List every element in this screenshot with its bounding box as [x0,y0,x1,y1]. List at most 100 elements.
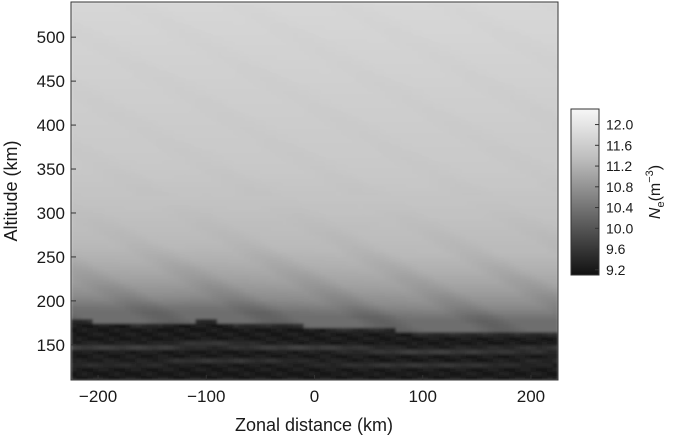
heatmap-cell [162,283,169,289]
heatmap-cell [152,230,159,236]
heatmap-cell [98,234,105,240]
heatmap-cell [168,340,175,346]
heatmap-cell [503,208,510,214]
heatmap-cell [417,191,424,196]
heatmap-cell [466,256,473,262]
heatmap-cell [141,182,148,188]
heatmap-cell [103,243,110,249]
heatmap-cell [152,133,159,139]
heatmap-cell [179,138,186,144]
heatmap-cell [103,217,110,223]
heatmap-cell [173,234,180,240]
heatmap-cell [368,366,375,372]
heatmap-cell [319,375,326,380]
heatmap-cell [233,142,240,148]
heatmap-cell [319,169,326,175]
heatmap-cell [233,292,240,298]
heatmap-cell [471,208,478,214]
heatmap-cell [238,261,245,267]
heatmap-cell [76,151,83,157]
heatmap-cell [146,331,153,337]
heatmap-cell [254,138,261,144]
heatmap-cell [438,164,445,170]
heatmap-cell [276,160,283,166]
heatmap-cell [541,177,548,183]
heatmap-cell [547,265,554,271]
heatmap-cell [417,164,424,170]
heatmap-cell [374,151,381,157]
heatmap-cell [292,230,299,236]
heatmap-cell [493,292,500,298]
heatmap-cell [352,151,359,157]
heatmap-cell [298,314,305,320]
heatmap-cell [233,195,240,201]
heatmap-cell [552,309,558,315]
heatmap-cell [130,212,137,218]
heatmap-cell [482,296,489,302]
heatmap-cell [114,353,121,359]
heatmap-cell [503,155,510,161]
heatmap-cell [487,331,494,337]
heatmap-cell [547,353,554,359]
heatmap-cell [401,142,408,148]
heatmap-cell [460,278,467,284]
heatmap-cell [330,142,337,148]
heatmap-cell [536,195,543,201]
heatmap-cell [217,151,224,157]
heatmap-cell [238,322,245,328]
heatmap-cell [314,239,321,245]
heatmap-cell [509,160,516,166]
heatmap-cell [379,186,386,192]
heatmap-cell [141,287,148,293]
heatmap-cell [520,164,527,170]
heatmap-cell [325,208,332,214]
heatmap-cell [374,270,381,276]
heatmap-cell [271,199,278,205]
heatmap-cell [222,208,229,214]
heatmap-cell [233,151,240,157]
heatmap-cell [233,318,240,324]
heatmap-cell [547,366,554,372]
heatmap-cell [282,349,289,355]
heatmap-cell [162,349,169,355]
heatmap-cell [476,358,483,364]
heatmap-cell [173,362,180,368]
heatmap-cell [309,204,316,210]
heatmap-cell [287,133,294,139]
heatmap-cell [487,318,494,324]
heatmap-cell [352,375,359,380]
heatmap-cell [200,358,207,364]
heatmap-cell [417,265,424,271]
heatmap-cell [119,186,126,192]
heatmap-cell [146,349,153,355]
heatmap-cell [254,336,261,342]
heatmap-cell [444,327,451,333]
heatmap-cell [384,186,391,192]
heatmap-cell [314,261,321,267]
heatmap-cell [292,248,299,254]
heatmap-cell [401,191,408,196]
heatmap-cell [406,300,413,306]
heatmap-field [71,2,558,380]
heatmap-cell [520,155,527,161]
heatmap-cell [179,366,186,372]
heatmap-cell [217,331,224,337]
heatmap-cell [395,239,402,245]
heatmap-cell [509,217,516,223]
heatmap-cell [547,270,554,276]
heatmap-cell [363,252,370,258]
heatmap-cell [476,155,483,161]
heatmap-cell [417,292,424,298]
heatmap-cell [325,305,332,311]
heatmap-cell [330,292,337,298]
heatmap-cell [336,371,343,377]
heatmap-cell [217,305,224,311]
heatmap-cell [330,151,337,157]
heatmap-cell [455,261,462,267]
heatmap-cell [287,230,294,236]
heatmap-cell [411,287,418,293]
heatmap-cell [287,375,294,380]
heatmap-cell [319,314,326,320]
heatmap-cell [292,164,299,170]
heatmap-cell [173,336,180,342]
